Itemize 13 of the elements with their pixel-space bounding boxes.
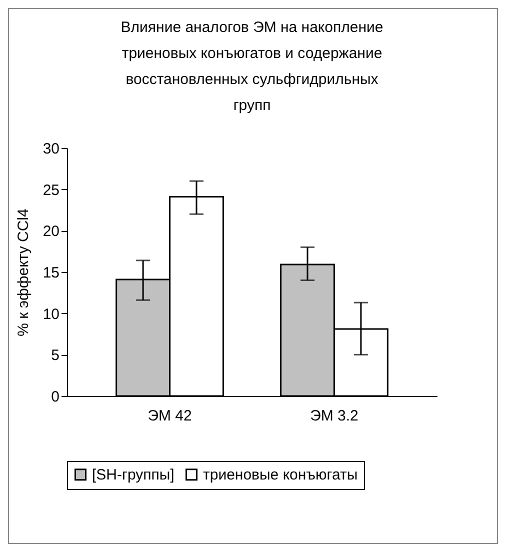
y-tick-label: 25	[42, 182, 60, 199]
y-tick-label: 5	[51, 347, 60, 364]
x-tick-label: ЭМ 42	[148, 408, 192, 424]
y-tick-label: 0	[51, 388, 60, 406]
y-tick-label: 30	[42, 140, 60, 158]
y-axis-title: % к эффекту CCl4	[14, 208, 32, 336]
y-tick-label: 10	[42, 306, 60, 323]
chart-title: Влияние аналогов ЭМ на накопление триеновых конъюгатов и содержание восстановленных сульфгидрильных групп	[120, 19, 384, 114]
x-tick-label: ЭМ 3.2	[310, 408, 358, 424]
y-tick-label: 15	[42, 264, 60, 282]
y-tick-label: 20	[42, 223, 60, 240]
legend-label: [SH-группы]	[92, 466, 174, 484]
legend-label: триеновые конъюгаты	[203, 466, 358, 484]
